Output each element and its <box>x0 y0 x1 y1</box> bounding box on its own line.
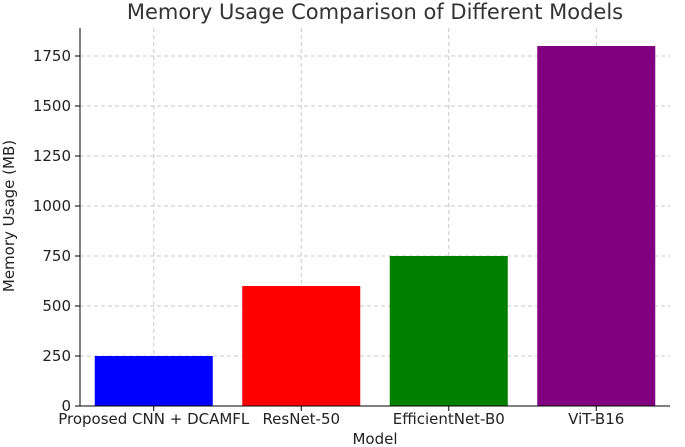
y-tick-label: 1500 <box>33 97 71 115</box>
y-tick-label: 1750 <box>33 47 71 65</box>
chart-title: Memory Usage Comparison of Different Mod… <box>127 0 623 24</box>
x-tick-label: ViT-B16 <box>568 410 624 428</box>
x-axis-title: Model <box>352 430 397 447</box>
bars-layer <box>94 46 656 406</box>
y-tick-label: 0 <box>61 397 71 415</box>
bar <box>389 256 508 406</box>
y-tick-label: 250 <box>42 347 71 365</box>
x-tick-label: ResNet-50 <box>262 410 340 428</box>
labels-layer: 0 250 500 750 1000 1250 1500 1750 Proposed CNN +… <box>33 47 625 428</box>
x-tick-label: EfficientNet-B0 <box>393 410 505 428</box>
x-tick-label: Proposed CNN + DCAMFL <box>58 410 250 428</box>
y-tick-label: 500 <box>42 297 71 315</box>
axes-layer <box>75 28 670 411</box>
y-tick-label: 1000 <box>33 197 71 215</box>
bar <box>94 356 213 406</box>
y-tick-label: 1250 <box>33 147 71 165</box>
y-tick-label: 750 <box>42 247 71 265</box>
bar <box>242 286 361 406</box>
bar <box>537 46 656 406</box>
y-axis-title: Memory Usage (MB) <box>0 140 18 292</box>
